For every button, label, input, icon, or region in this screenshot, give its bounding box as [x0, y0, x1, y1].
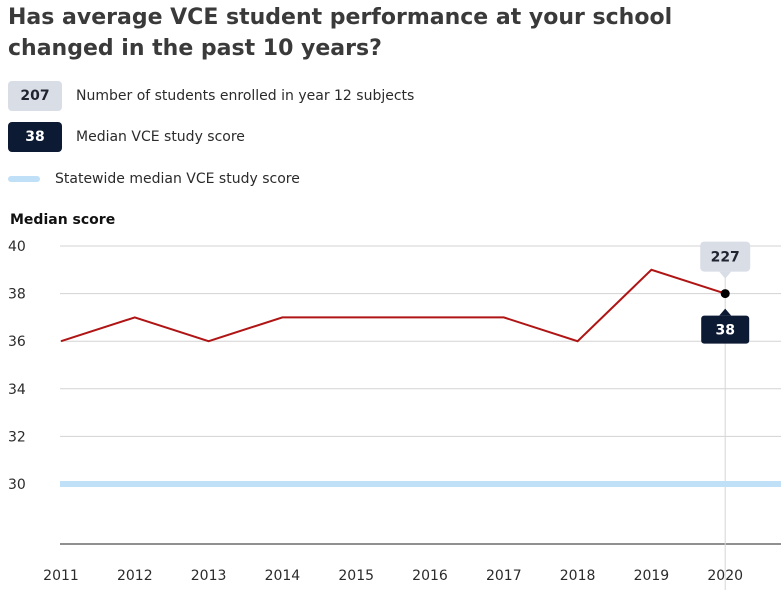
x-tick-2019: 2019 [634, 568, 670, 584]
x-tick-2015: 2015 [338, 568, 374, 584]
y-tick-30: 30 [8, 477, 26, 493]
enrolment-callout-pointer [719, 271, 732, 279]
statewide-legend-label: Statewide median VCE study score [55, 171, 300, 187]
y-tick-40: 40 [8, 239, 26, 255]
y-tick-36: 36 [8, 334, 26, 350]
enrolment-callout [700, 241, 751, 272]
legend-median: 38 Median VCE study score [8, 121, 245, 153]
x-tick-2014: 2014 [265, 568, 301, 584]
x-tick-2012: 2012 [117, 568, 153, 584]
score-callout [701, 315, 750, 344]
chart-title: Has average VCE student performance at y… [8, 5, 673, 61]
x-tick-2020: 2020 [707, 568, 743, 584]
median-score-line [60, 268, 726, 343]
score-callout-pointer [719, 308, 732, 316]
x-tick-2017: 2017 [486, 568, 522, 584]
y-tick-38: 38 [8, 287, 26, 303]
median-legend-label: Median VCE study score [76, 129, 245, 145]
enrolment-legend-label: Number of students enrolled in year 12 s… [76, 88, 415, 104]
y-tick-34: 34 [8, 382, 26, 398]
highlight-point [720, 289, 730, 299]
x-tick-2013: 2013 [191, 568, 227, 584]
legend-statewide: Statewide median VCE study score [8, 163, 300, 195]
y-axis-label: Median score [10, 212, 116, 228]
enrolment-callout-value: 227 [711, 250, 740, 266]
legend-enrolment: 207 Number of students enrolled in year … [8, 80, 414, 112]
x-tick-2018: 2018 [560, 568, 596, 584]
x-tick-2016: 2016 [412, 568, 448, 584]
enrolment-badge: 207 [8, 81, 62, 111]
median-score-badge: 38 [8, 122, 62, 152]
x-tick-2011: 2011 [43, 568, 79, 584]
score-callout-value: 38 [715, 323, 734, 339]
y-tick-32: 32 [8, 429, 26, 445]
statewide-legend-swatch [8, 176, 40, 182]
